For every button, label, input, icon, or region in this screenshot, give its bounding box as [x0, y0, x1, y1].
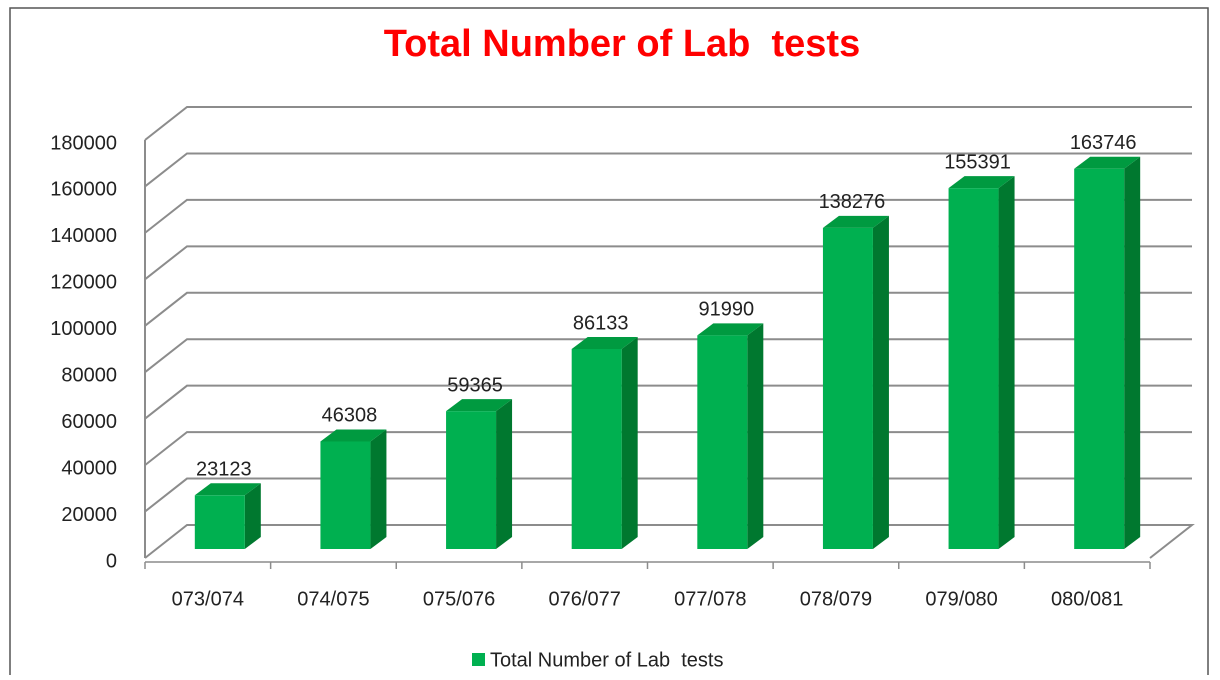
data-label: 46308 — [322, 405, 378, 427]
bar-side — [1124, 156, 1141, 549]
data-label: 23123 — [196, 459, 252, 481]
bar-top — [194, 483, 261, 496]
chart-title: Total Number of Lab tests — [384, 23, 860, 65]
bar-side — [244, 483, 261, 549]
bar — [1074, 168, 1125, 549]
grid-line — [144, 384, 1192, 420]
y-tick-label: 100000 — [50, 318, 117, 340]
bar — [571, 348, 622, 549]
bar-side — [496, 399, 513, 549]
grid-line — [144, 198, 1192, 234]
bar-top — [948, 176, 1015, 189]
bar-side — [370, 429, 387, 549]
bar — [194, 495, 245, 549]
x-tick-label: 074/075 — [297, 588, 369, 610]
y-tick-label: 80000 — [61, 365, 117, 387]
legend-swatch — [472, 653, 485, 666]
y-tick-label: 40000 — [61, 457, 117, 479]
y-tick-label: 60000 — [61, 411, 117, 433]
bar — [446, 411, 497, 549]
bar-top — [571, 336, 638, 349]
data-label: 138276 — [819, 191, 886, 213]
bar-side — [998, 176, 1015, 549]
grid-line — [144, 338, 1192, 374]
data-label: 155391 — [944, 151, 1011, 173]
bar — [697, 335, 748, 549]
legend-label: Total Number of Lab tests — [490, 649, 723, 671]
bar — [320, 441, 371, 549]
y-tick-label: 120000 — [50, 272, 117, 294]
bar-top — [697, 323, 764, 336]
x-tick-label: 073/074 — [172, 588, 244, 610]
x-tick-label: 078/079 — [800, 588, 872, 610]
bar-top — [1074, 156, 1141, 169]
data-label: 86133 — [573, 312, 629, 334]
data-label: 91990 — [699, 299, 755, 321]
grid-line — [144, 152, 1192, 188]
grid-line — [144, 524, 1195, 559]
grid-line — [144, 431, 1192, 466]
bar-top — [446, 399, 513, 412]
x-tick-label: 075/076 — [423, 588, 495, 610]
grid-line — [144, 291, 1192, 327]
bar-side — [872, 215, 889, 549]
bar-top — [320, 429, 387, 442]
chart-border — [9, 7, 1209, 680]
x-tick-label: 076/077 — [549, 588, 621, 610]
x-tick-label: 080/081 — [1051, 588, 1123, 610]
bar-side — [621, 336, 638, 549]
bar — [948, 188, 999, 549]
x-tick-label: 077/078 — [674, 588, 746, 610]
grid-line — [144, 477, 1192, 513]
y-tick-label: 0 — [106, 550, 117, 572]
grid-line — [144, 245, 1192, 281]
bar — [822, 227, 873, 549]
data-label: 59365 — [447, 374, 503, 396]
y-tick-label: 140000 — [50, 225, 117, 247]
bar-side — [747, 323, 764, 549]
y-tick-label: 20000 — [61, 504, 117, 526]
y-tick-label: 180000 — [50, 132, 117, 154]
grid-line — [144, 106, 1192, 141]
bar-top — [822, 215, 889, 228]
y-tick-label: 160000 — [50, 179, 117, 201]
data-label: 163746 — [1070, 132, 1137, 154]
x-tick-label: 079/080 — [925, 588, 997, 610]
